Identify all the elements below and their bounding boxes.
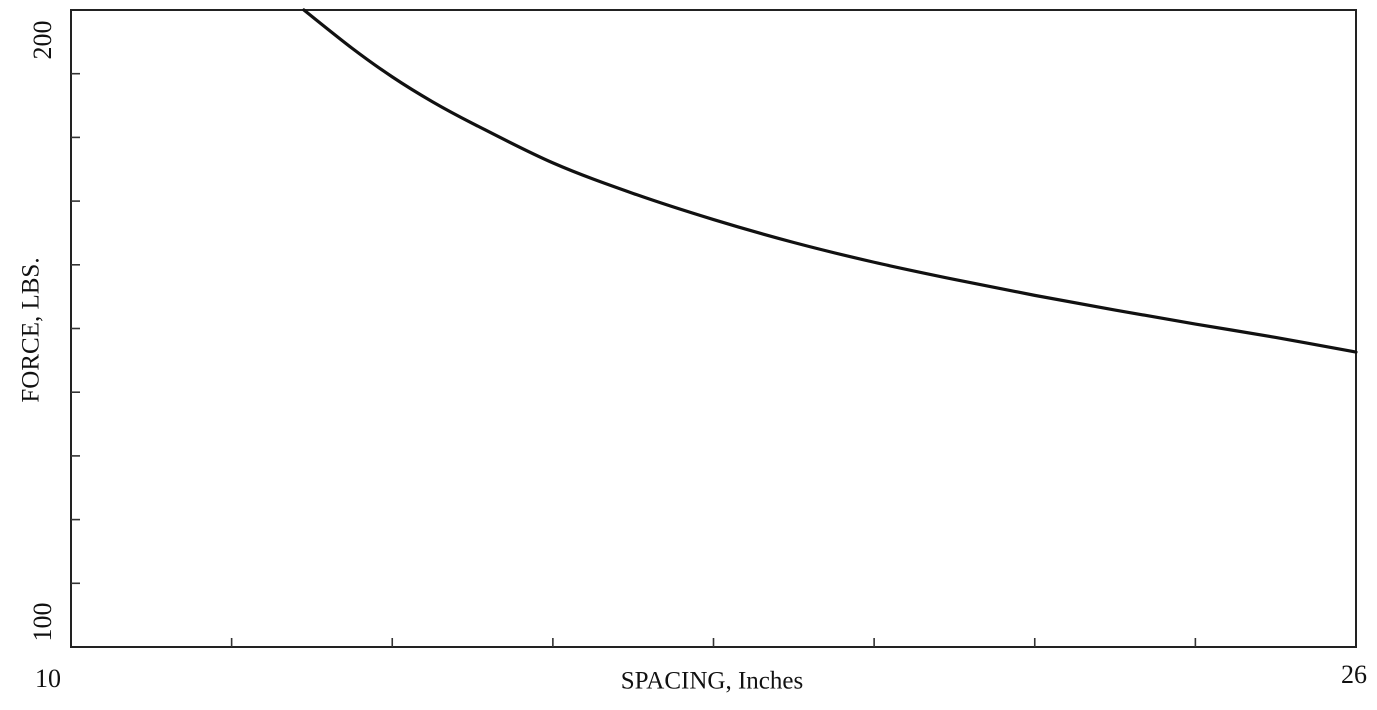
x-tick-label-10: 10 [35,664,61,693]
ticks-group [71,72,1197,647]
series-group [302,8,1358,354]
force-curve-line-0 [302,8,1358,354]
plot-frame [70,9,1357,648]
y-tick-label-200: 200 [28,21,57,60]
labels-group: 200 100 FORCE, LBS. 10 26 SPACING, Inche… [18,21,1367,695]
x-axis-label: SPACING, Inches [621,668,803,695]
plot-frame-group [70,9,1357,648]
y-tick-label-100: 100 [28,603,57,642]
y-axis-label: FORCE, LBS. [18,257,45,402]
x-tick-label-26: 26 [1341,660,1367,689]
